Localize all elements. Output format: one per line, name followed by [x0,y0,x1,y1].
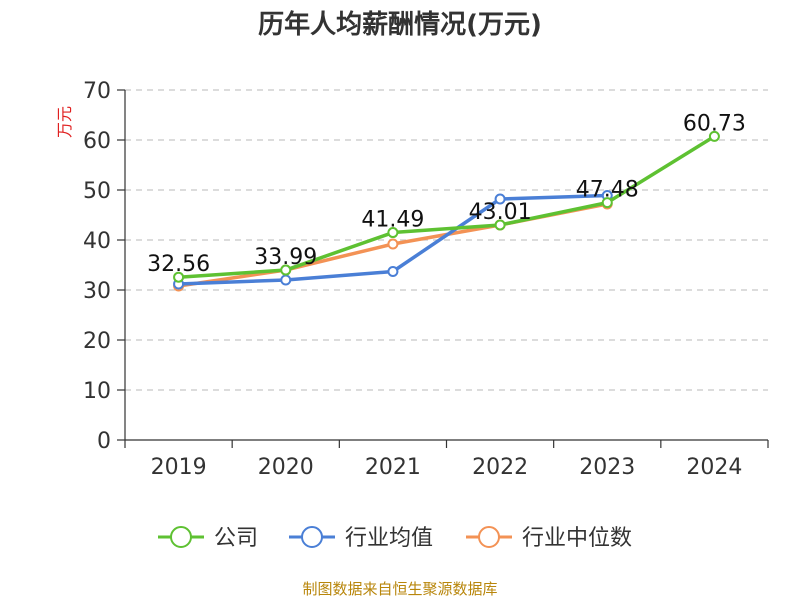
axes: 0 10 20 30 40 50 60 70 2019 2020 2021 2022 2023 2024 [83,79,769,480]
y-tick-label-40: 40 [83,229,111,254]
legend-label-0: 公司 [214,526,258,551]
data-point-s0-2024[interactable] [708,130,720,142]
y-tick-label-0: 0 [97,429,111,454]
x-tick-label-2021: 2021 [365,455,421,480]
data-point-s1-2020[interactable] [280,274,292,286]
data-label-2020: 33.99 [254,245,317,270]
legend-item-1[interactable]: 行业均值 [289,526,433,551]
y-tick-label-70: 70 [83,79,111,104]
x-tick-label-2020: 2020 [258,455,314,480]
legend-item-2[interactable]: 行业中位数 [466,526,632,551]
y-tick-label-10: 10 [83,379,111,404]
series-line-0 [178,134,716,279]
source-note: 制图数据来自恒生聚源数据库 [302,580,498,598]
x-tick-label-2023: 2023 [579,455,635,480]
data-point-s0-2020[interactable] [280,264,292,276]
data-label-2024: 60.73 [683,111,746,136]
data-point-s0-2023[interactable] [601,197,613,209]
data-point-s0-2021[interactable] [387,227,399,239]
data-label-2021: 41.49 [361,208,424,233]
y-tick-label-60: 60 [83,129,111,154]
data-point-s0-2022[interactable] [494,219,506,231]
legend-swatch-marker-0 [170,526,192,548]
data-label-2022: 43.01 [469,200,532,225]
legend-item-0[interactable]: 公司 [158,526,258,551]
series-0 [173,130,720,283]
grid-lines [125,89,768,391]
legend[interactable]: 公司 行业均值 行业中位数 [158,526,632,551]
data-label-2023: 47.48 [576,178,639,203]
legend-swatch-marker-1 [301,526,323,548]
data-point-s1-2022[interactable] [494,193,506,205]
legend-label-2: 行业中位数 [522,526,632,551]
chart-title: 历年人均薪酬情况(万元) [258,10,542,40]
x-tick-label-2022: 2022 [472,455,528,480]
legend-swatch-marker-2 [478,526,500,548]
data-labels: 32.56 33.99 41.49 43.01 47.48 60.73 [147,111,746,277]
x-tick-label-2019: 2019 [151,455,207,480]
y-tick-label-20: 20 [83,329,111,354]
data-point-s0-2019[interactable] [173,271,185,283]
data-point-s1-2021[interactable] [387,266,399,277]
y-tick-label-50: 50 [83,179,111,204]
y-axis-unit-label: 万元 [55,106,74,138]
data-label-2019: 32.56 [147,252,210,277]
y-tick-label-30: 30 [83,279,111,304]
series-lines [173,130,720,292]
legend-label-1: 行业均值 [345,526,433,551]
x-tick-label-2024: 2024 [686,455,742,480]
data-point-s2-2021[interactable] [387,238,399,250]
